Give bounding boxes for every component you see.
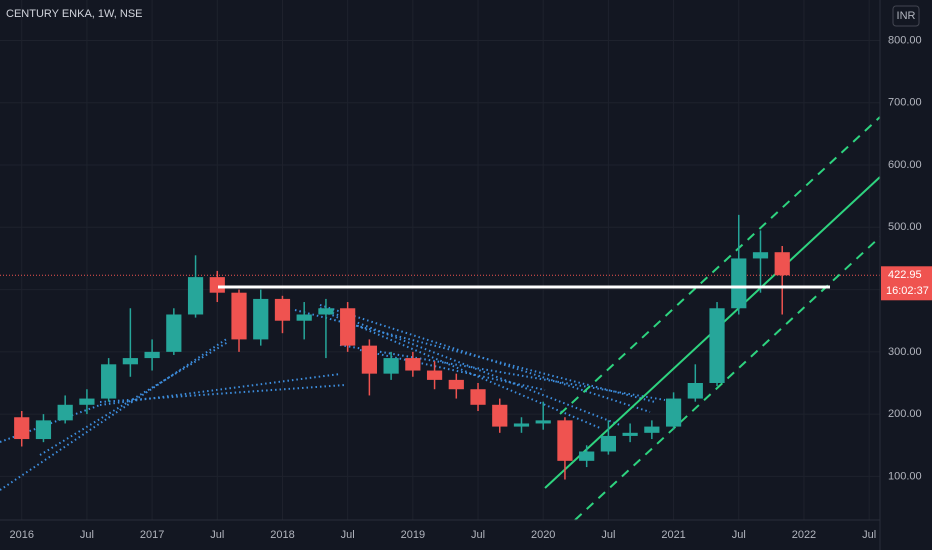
candle-body	[101, 364, 117, 399]
candle-body	[14, 417, 30, 440]
countdown-label: 16:02:37	[886, 285, 929, 297]
candle-body	[513, 423, 530, 427]
last-price-box	[881, 266, 932, 301]
axes: 100.00200.00300.00400.00500.00600.00700.…	[9, 34, 932, 541]
x-tick-label: 2020	[531, 529, 555, 541]
candle-body	[144, 351, 160, 359]
candle-body	[296, 314, 312, 321]
candle-body	[79, 398, 95, 405]
candle-body	[579, 451, 595, 461]
x-tick-label: 2018	[270, 529, 294, 541]
candle-body	[665, 398, 682, 427]
candle-body	[187, 277, 204, 315]
candle-body	[774, 252, 790, 276]
candle-body	[35, 420, 52, 440]
y-tick-label: 300.00	[888, 346, 922, 358]
candle-body	[318, 308, 334, 315]
chart-title: CENTURY ENKA, 1W, NSE	[6, 8, 143, 20]
candle-body	[709, 308, 725, 383]
candles	[14, 214, 790, 480]
candle-body	[752, 252, 769, 259]
x-tick-label: 2016	[9, 529, 33, 541]
trend-line	[339, 344, 666, 401]
candle-body	[600, 435, 616, 452]
currency-box[interactable]	[892, 5, 920, 27]
trend-line	[0, 337, 229, 491]
candle-body	[731, 258, 747, 309]
last-price-label: 422.95	[888, 269, 922, 281]
x-tick-label: 2022	[792, 529, 816, 541]
y-tick-label: 100.00	[888, 470, 922, 482]
channel-lower	[574, 236, 881, 521]
candle-body	[557, 420, 573, 461]
currency-label[interactable]: INR	[897, 10, 916, 22]
x-tick-label: Jul	[210, 529, 224, 541]
x-tick-label: 2021	[661, 529, 685, 541]
candle-body	[622, 432, 638, 436]
candle-body	[253, 298, 269, 340]
x-tick-label: Jul	[862, 529, 876, 541]
candle-body	[274, 298, 291, 321]
x-tick-label: Jul	[732, 529, 746, 541]
candle-body	[535, 420, 551, 424]
candle-body	[383, 358, 399, 374]
x-tick-label: Jul	[471, 529, 485, 541]
channel-upper	[559, 116, 881, 415]
candle-body	[231, 292, 247, 340]
x-tick-label: Jul	[601, 529, 615, 541]
candle-body	[687, 382, 703, 399]
trend-line	[319, 304, 651, 413]
candle-body	[426, 370, 443, 380]
candle-body	[57, 404, 73, 421]
y-tick-label: 200.00	[888, 408, 922, 420]
fan-lines	[0, 304, 666, 491]
y-tick-label: 600.00	[888, 159, 922, 171]
candle-body	[361, 345, 377, 374]
x-tick-label: Jul	[341, 529, 355, 541]
candle-body	[166, 314, 182, 352]
candle-body	[340, 308, 356, 346]
candle-body	[209, 277, 225, 293]
x-tick-label: 2017	[140, 529, 164, 541]
y-tick-label: 700.00	[888, 97, 922, 109]
candle-body	[492, 404, 508, 427]
candle-body	[122, 358, 138, 365]
trend-line	[319, 309, 601, 429]
y-tick-label: 800.00	[888, 34, 922, 46]
trend-line	[39, 341, 229, 456]
candle-body	[448, 379, 464, 390]
candle-body	[405, 358, 421, 371]
trend-line	[99, 384, 346, 403]
y-tick-label: 500.00	[888, 221, 922, 233]
x-tick-label: Jul	[80, 529, 94, 541]
candle-body	[644, 426, 660, 433]
x-tick-label: 2019	[401, 529, 425, 541]
candle-body	[470, 389, 486, 405]
